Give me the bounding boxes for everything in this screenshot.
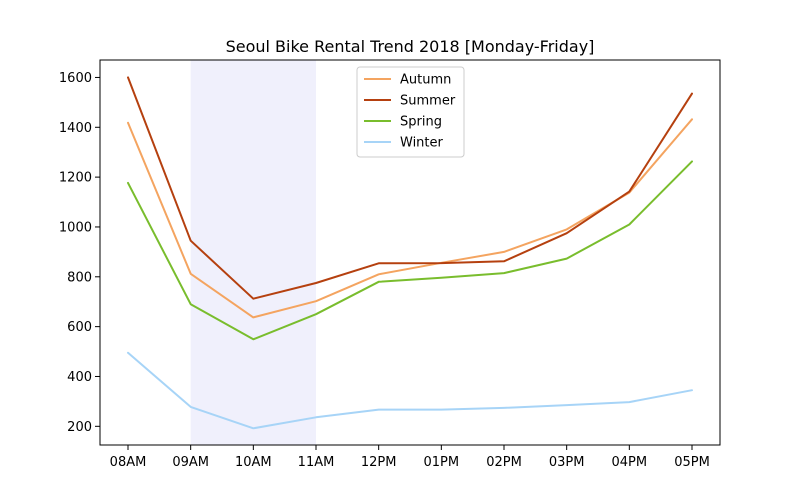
series-lines-layer [127, 76, 693, 430]
x-tick-label: 05PM [674, 455, 710, 470]
plot-frame [99, 59, 721, 446]
series-line-autumn [127, 118, 693, 319]
highlight-span-layer [190, 60, 316, 445]
x-tick-label: 02PM [486, 455, 522, 470]
y-tick-label: 800 [67, 270, 92, 285]
legend-item-autumn: Autumn [364, 73, 451, 88]
x-tick-label: 04PM [612, 455, 648, 470]
x-tick-label: 10AM [235, 455, 272, 470]
x-tick-label: 01PM [424, 455, 460, 470]
y-tick-label: 1600 [59, 71, 92, 86]
x-tick-label: 09AM [172, 455, 209, 470]
y-tick-label: 1000 [59, 220, 92, 235]
x-tick-label: 11AM [298, 455, 335, 470]
series-line-summer [127, 76, 693, 300]
legend-label: Autumn [400, 73, 451, 88]
series-line-spring [127, 160, 693, 341]
legend-item-winter: Winter [364, 136, 444, 151]
x-tick-label: 08AM [110, 455, 147, 470]
series-winter [127, 351, 693, 430]
series-summer [127, 76, 693, 300]
y-tick-label: 400 [67, 370, 92, 385]
chart-title: Seoul Bike Rental Trend 2018 [Monday-Fri… [226, 37, 595, 56]
legend-box [356, 66, 465, 158]
x-tick-label: 03PM [549, 455, 585, 470]
y-tick-label: 600 [67, 320, 92, 335]
y-tick-label: 1200 [59, 171, 92, 186]
legend-label: Spring [400, 115, 442, 130]
y-tick-label: 200 [67, 420, 92, 435]
series-line-winter [127, 351, 693, 430]
legend-label: Summer [400, 94, 456, 109]
legend-item-spring: Spring [364, 115, 442, 130]
y-tick-label: 1400 [59, 121, 92, 136]
legend-label: Winter [400, 136, 444, 151]
legend-item-summer: Summer [364, 94, 456, 109]
series-spring [127, 160, 693, 341]
legend: Autumn Summer Spring Winter [356, 66, 465, 158]
highlight-span [190, 60, 316, 445]
axes-layer: 08AM 09AM 10AM 11AM 12PM 01PM 02PM 03PM 04PM 05PM… [59, 59, 721, 470]
x-tick-label: 12PM [361, 455, 397, 470]
